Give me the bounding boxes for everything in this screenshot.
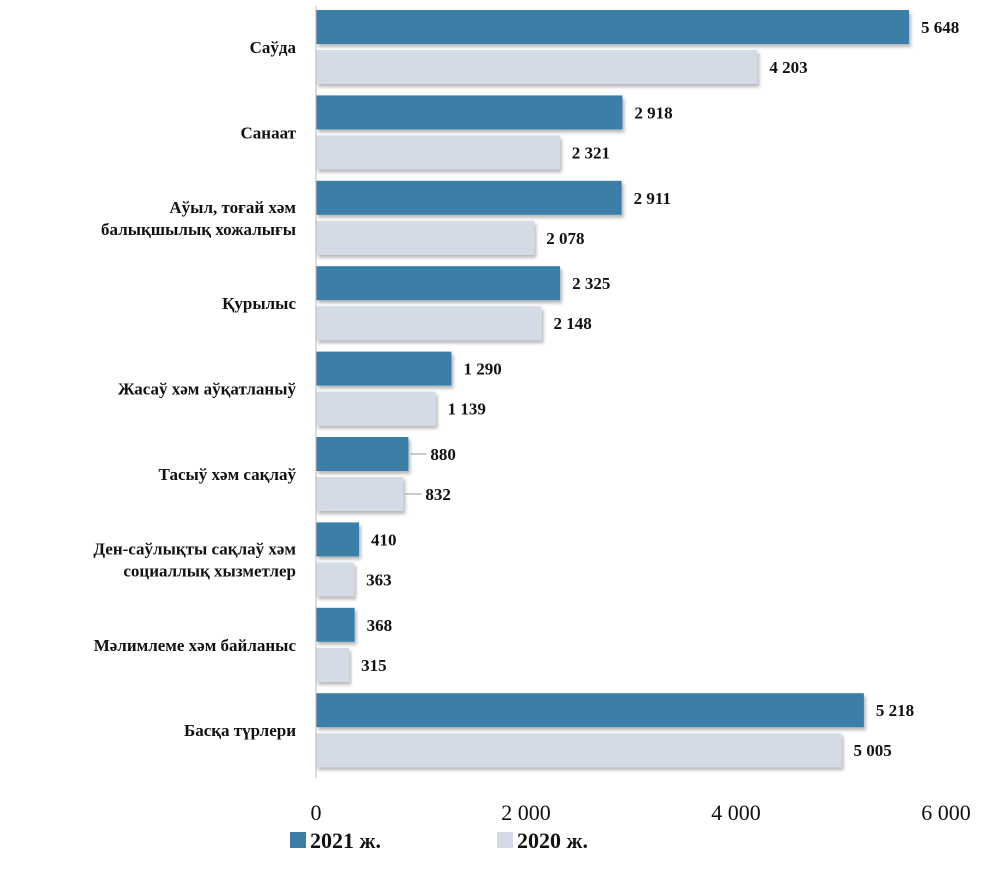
value-label: 315 <box>361 656 387 675</box>
value-label: 2 078 <box>546 229 584 248</box>
x-tick-label: 4 000 <box>711 800 761 825</box>
value-label: 4 203 <box>769 58 807 77</box>
bar-2020-1 <box>316 135 560 170</box>
bar-2021-6 <box>316 522 360 557</box>
category-label: социаллық хызметлер <box>123 561 296 580</box>
legend: 2021 ж. 2020 ж. <box>290 828 588 853</box>
x-tick-label: 2 000 <box>501 800 551 825</box>
legend-label-2020: 2020 ж. <box>517 828 588 853</box>
value-label: 5 648 <box>921 18 959 37</box>
bar-2020-7 <box>316 647 350 682</box>
category-label: Санаат <box>241 123 297 142</box>
value-label: 2 148 <box>554 314 592 333</box>
category-labels: Саўда Санаат Аўыл, тоғай хәм балықшылық хож… <box>93 38 296 740</box>
x-tick-label: 6 000 <box>921 800 971 825</box>
legend-label-2021: 2021 ж. <box>310 828 381 853</box>
bar-2020-2 <box>316 220 535 255</box>
category-label: Аўыл, тоғай хәм <box>169 198 296 217</box>
bar-2021-0 <box>316 10 910 44</box>
category-label: Жасаў хәм аўқатланыў <box>118 380 297 399</box>
value-label: 880 <box>430 445 456 464</box>
legend-swatch-2020 <box>497 832 513 848</box>
bar-2020-0 <box>316 50 758 84</box>
bar-2021-3 <box>316 266 561 301</box>
value-label: 2 918 <box>634 103 672 122</box>
bar-2021-7 <box>316 607 355 642</box>
value-label: 2 321 <box>572 143 610 162</box>
x-tick-label: 0 <box>311 800 322 825</box>
bar-2020-5 <box>316 477 404 511</box>
bar-2021-8 <box>316 693 864 728</box>
value-label: 5 005 <box>854 741 892 760</box>
bar-2021-1 <box>316 95 623 130</box>
bar-2020-3 <box>316 306 542 341</box>
value-label: 1 290 <box>463 360 501 379</box>
bar-2020-8 <box>316 733 842 768</box>
bars-group <box>316 10 910 768</box>
value-label: 368 <box>367 616 393 635</box>
value-labels: 5 648 4 203 2 918 2 321 2 911 2 078 2 325 2 148… <box>361 18 959 760</box>
bar-2021-5 <box>316 437 409 471</box>
value-label: 5 218 <box>876 701 914 720</box>
value-label: 1 139 <box>448 400 486 419</box>
category-label: Ден-саўлықты сақлаў хәм <box>93 539 296 558</box>
category-label: Мәлимлеме хәм байланыс <box>94 636 297 655</box>
bar-2021-4 <box>316 351 452 386</box>
x-axis-ticks: 0 2 000 4 000 6 000 <box>311 800 971 825</box>
bar-2020-6 <box>316 562 355 597</box>
category-label: Тасыў хәм сақлаў <box>159 465 297 484</box>
category-label: Саўда <box>250 38 297 57</box>
value-label: 2 911 <box>634 189 671 208</box>
value-label: 2 325 <box>572 274 610 293</box>
category-label: Басқа түрлери <box>184 721 296 740</box>
value-label: 410 <box>371 530 397 549</box>
category-label: балықшылық хожалығы <box>101 220 296 239</box>
value-label: 363 <box>366 570 392 589</box>
value-label: 832 <box>425 485 451 504</box>
category-label: Қурылыс <box>222 294 296 313</box>
bar-2020-4 <box>316 391 436 426</box>
bar-2021-2 <box>316 180 622 215</box>
legend-swatch-2021 <box>290 832 306 848</box>
